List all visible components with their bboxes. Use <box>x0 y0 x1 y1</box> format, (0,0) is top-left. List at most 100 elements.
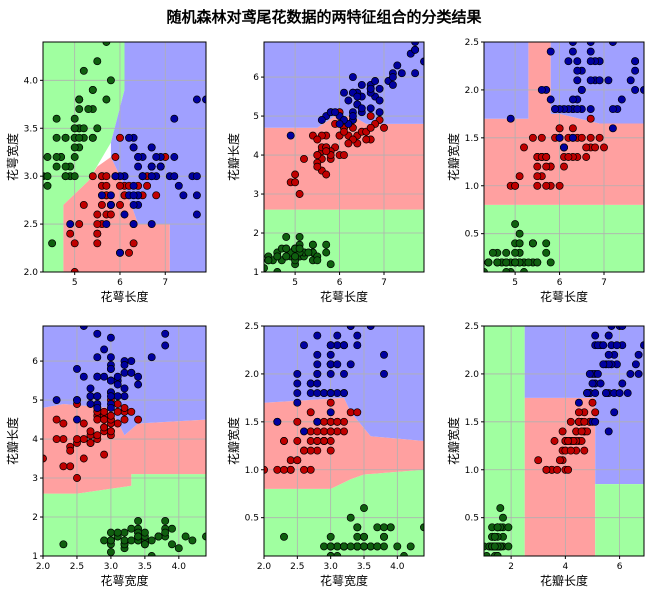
data-point-setosa <box>43 172 52 181</box>
data-point-versicolor <box>353 408 362 417</box>
data-point-setosa <box>515 239 524 248</box>
y-tick-label: 3.5 <box>24 124 38 134</box>
data-point-virginica <box>573 66 582 75</box>
data-point-virginica <box>607 326 616 330</box>
data-point-virginica <box>568 95 577 104</box>
data-point-virginica <box>604 331 613 340</box>
data-point-versicolor <box>102 172 111 181</box>
data-point-setosa <box>61 162 70 171</box>
data-point-versicolor <box>340 151 348 160</box>
data-point-setosa <box>488 248 497 257</box>
y-tick-label: 2.5 <box>465 38 479 48</box>
data-point-virginica <box>380 369 388 378</box>
data-point-versicolor <box>79 200 88 209</box>
data-point-versicolor <box>542 465 551 474</box>
subplot-3: 5 6 7 0.5 1.0 1.5 2.0 2.5 花萼长度 花瓣宽度 <box>446 38 645 304</box>
data-point-versicolor <box>93 239 102 248</box>
data-point-setosa <box>161 516 170 525</box>
data-point-versicolor <box>313 437 322 445</box>
y-tick-label: 6 <box>253 73 259 83</box>
data-point-versicolor <box>326 417 335 426</box>
x-tick-label: 5 <box>512 278 518 288</box>
data-point-virginica <box>97 191 106 200</box>
data-point-virginica <box>506 114 515 123</box>
y-tick-label: 4 <box>32 435 38 445</box>
data-point-setosa <box>515 229 524 238</box>
data-point-virginica <box>52 396 61 405</box>
data-point-setosa <box>493 552 502 556</box>
data-point-versicolor <box>143 181 152 190</box>
data-point-virginica <box>116 248 124 257</box>
data-point-versicolor <box>533 162 542 171</box>
data-point-setosa <box>386 523 395 532</box>
data-point-setosa <box>502 248 511 257</box>
data-point-virginica <box>120 368 129 377</box>
data-point-virginica <box>604 427 613 436</box>
data-point-setosa <box>313 256 322 265</box>
x-tick-label: 2.5 <box>290 562 304 572</box>
data-point-virginica <box>583 389 592 398</box>
x-tick-label: 2 <box>508 562 514 572</box>
data-point-virginica <box>346 326 355 330</box>
data-point-virginica <box>333 341 342 350</box>
data-point-virginica <box>300 341 308 350</box>
data-point-virginica <box>147 143 156 152</box>
x-tick-label: 6 <box>117 278 123 288</box>
data-point-virginica <box>129 200 138 209</box>
data-point-virginica <box>640 85 644 94</box>
y-axis-label: 花萼宽度 <box>5 133 20 181</box>
data-point-versicolor <box>520 143 528 152</box>
data-point-virginica <box>591 389 600 398</box>
data-point-versicolor <box>97 200 106 209</box>
data-point-virginica <box>174 181 183 190</box>
data-point-virginica <box>192 191 201 200</box>
data-point-versicolor <box>333 427 342 436</box>
data-point-setosa <box>322 248 331 257</box>
data-point-setosa <box>102 95 111 104</box>
data-point-versicolor <box>555 124 564 133</box>
data-point-virginica <box>120 210 129 219</box>
data-point-virginica <box>631 66 640 75</box>
data-point-versicolor <box>362 135 371 144</box>
data-point-versicolor <box>59 419 68 428</box>
data-point-virginica <box>293 369 302 378</box>
data-point-virginica <box>326 350 335 359</box>
data-point-virginica <box>313 369 322 378</box>
data-point-virginica <box>340 88 348 97</box>
data-point-virginica <box>326 389 335 398</box>
data-point-virginica <box>192 210 201 219</box>
data-point-virginica <box>179 191 188 200</box>
data-point-versicolor <box>380 123 388 132</box>
data-point-versicolor <box>558 427 567 436</box>
data-point-setosa <box>326 552 335 556</box>
data-point-versicolor <box>553 465 562 474</box>
y-tick-label: 1.0 <box>465 466 480 476</box>
y-tick-label: 1.0 <box>465 182 480 192</box>
data-point-versicolor <box>582 143 591 152</box>
data-point-virginica <box>615 389 624 398</box>
data-point-virginica <box>568 47 577 56</box>
data-point-setosa <box>360 542 368 551</box>
data-point-virginica <box>588 379 597 388</box>
data-point-virginica <box>371 77 380 85</box>
data-point-virginica <box>357 104 366 113</box>
data-point-virginica <box>348 112 357 121</box>
data-point-virginica <box>134 153 143 161</box>
y-axis-label: 花瓣长度 <box>226 133 241 181</box>
data-point-virginica <box>106 364 115 373</box>
data-point-virginica <box>66 220 75 229</box>
plot-frame <box>263 41 425 273</box>
data-point-versicolor <box>591 143 600 152</box>
x-tick-label: 3.5 <box>138 562 152 572</box>
data-point-setosa <box>264 264 268 272</box>
data-point-setosa <box>320 542 328 551</box>
data-point-virginica <box>595 76 604 85</box>
data-point-versicolor <box>79 419 88 428</box>
data-point-setosa <box>326 260 335 269</box>
data-point-setosa <box>127 536 136 545</box>
plot-area <box>43 326 206 556</box>
x-tick-label: 7 <box>381 278 387 288</box>
data-point-virginica <box>326 341 335 350</box>
data-point-versicolor <box>295 190 304 198</box>
data-point-virginica <box>106 353 115 362</box>
